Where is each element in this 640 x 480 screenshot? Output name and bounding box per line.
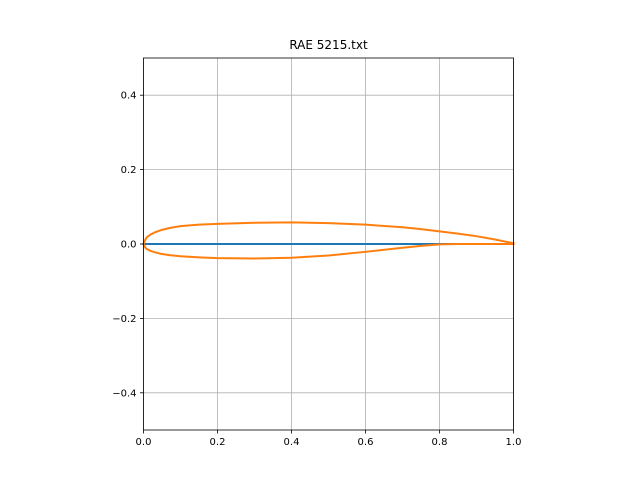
y-tick-label: −0.2 [112, 314, 136, 325]
x-tick-label: 0.4 [284, 437, 300, 448]
x-tick-label: 0.6 [358, 437, 374, 448]
ticks: 0.0 0.2 0.4 0.6 0.8 1.0 −0.4 −0.2 0.0 0.2 0.4 [112, 91, 521, 448]
chart-title: RAE 5215.txt [289, 38, 368, 52]
x-tick-label: 1.0 [506, 437, 522, 448]
y-tick-label: 0.0 [121, 240, 137, 251]
y-tick-label: 0.2 [121, 165, 137, 176]
series-layer [142, 221, 515, 260]
x-tick-label: 0.0 [136, 437, 152, 448]
y-tick-label: 0.4 [121, 91, 137, 102]
x-tick-label: 0.8 [432, 437, 448, 448]
x-tick-label: 0.2 [210, 437, 226, 448]
y-tick-label: −0.4 [112, 388, 136, 399]
airfoil-outline-series [142, 221, 515, 260]
